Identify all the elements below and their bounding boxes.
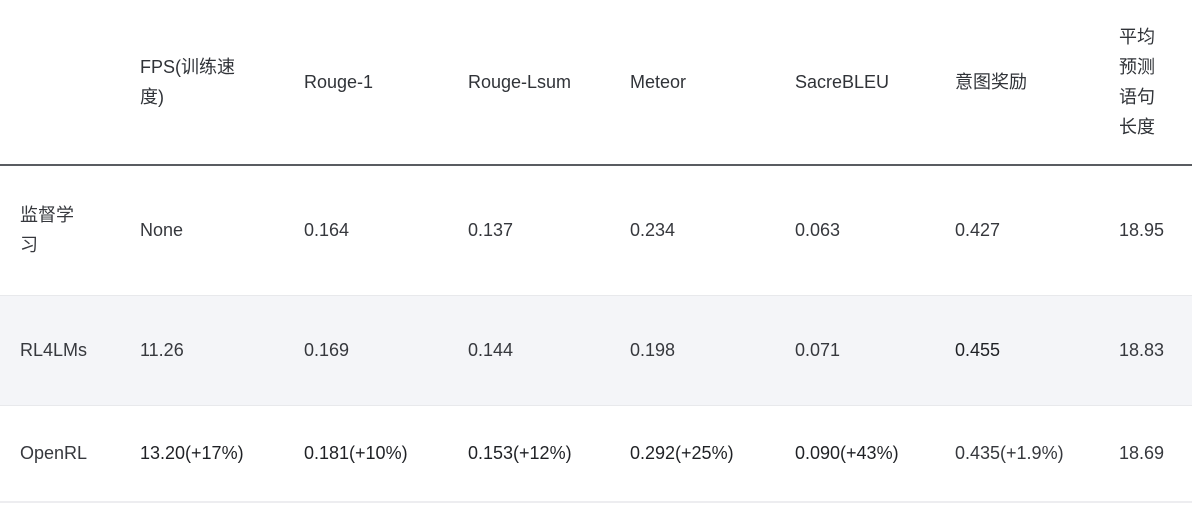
header-cell-method <box>0 0 120 166</box>
cell: 0.455 <box>955 340 1001 360</box>
cell: 0.169 <box>304 340 350 360</box>
row-label: 监督学 习 <box>20 205 74 256</box>
header-row: FPS(训练速 度) Rouge-1 Rouge-Lsum Meteor Sac… <box>0 0 1192 166</box>
cell: 0.153(+12%) <box>468 443 572 464</box>
header-cell-avg-pred-length: 平均 预测 语句 长度 <box>1099 0 1192 166</box>
cell: 18.69 <box>1119 443 1165 464</box>
header-cell-sacrebleu: SacreBLEU <box>775 0 935 166</box>
cell: 0.427 <box>955 220 1001 241</box>
cell: 13.20(+17%) <box>140 443 244 464</box>
header-cell-meteor: Meteor <box>610 0 775 166</box>
cell: 18.83 <box>1119 340 1165 360</box>
cell: 0.144 <box>468 340 514 360</box>
header-cell-rouge-1: Rouge-1 <box>284 0 448 166</box>
cell: 0.234 <box>630 220 676 241</box>
table-row-rl4lms: RL4LMs 11.26 0.169 0.144 0.198 0.071 0.4… <box>0 295 1192 405</box>
benchmark-table-container: FPS(训练速 度) Rouge-1 Rouge-Lsum Meteor Sac… <box>0 0 1192 502</box>
cell: 0.435(+1.9%) <box>955 443 1064 464</box>
cell: 18.95 <box>1119 220 1165 241</box>
cell: 11.26 <box>140 340 184 360</box>
header-cell-intent-reward: 意图奖励 <box>935 0 1099 166</box>
row-label: RL4LMs <box>20 340 88 360</box>
cell: None <box>140 220 184 241</box>
header-cell-rouge-lsum: Rouge-Lsum <box>448 0 610 166</box>
table-row-openrl: OpenRL 13.20(+17%) 0.181(+10%) 0.153(+12… <box>0 405 1192 502</box>
table-row-supervised-learning: 监督学 习 None 0.164 0.137 0.234 0.063 0.427… <box>0 165 1192 295</box>
header-cell-fps: FPS(训练速 度) <box>120 0 284 166</box>
cell: 0.063 <box>795 220 841 241</box>
cell: 0.164 <box>304 220 350 241</box>
cell: 0.071 <box>795 340 841 360</box>
cell: 0.137 <box>468 220 514 241</box>
cell: 0.090(+43%) <box>795 443 899 464</box>
benchmark-table: FPS(训练速 度) Rouge-1 Rouge-Lsum Meteor Sac… <box>0 0 1192 502</box>
cell: 0.181(+10%) <box>304 443 408 464</box>
cell: 0.198 <box>630 340 676 360</box>
row-label: OpenRL <box>20 443 88 464</box>
cell: 0.292(+25%) <box>630 443 734 464</box>
